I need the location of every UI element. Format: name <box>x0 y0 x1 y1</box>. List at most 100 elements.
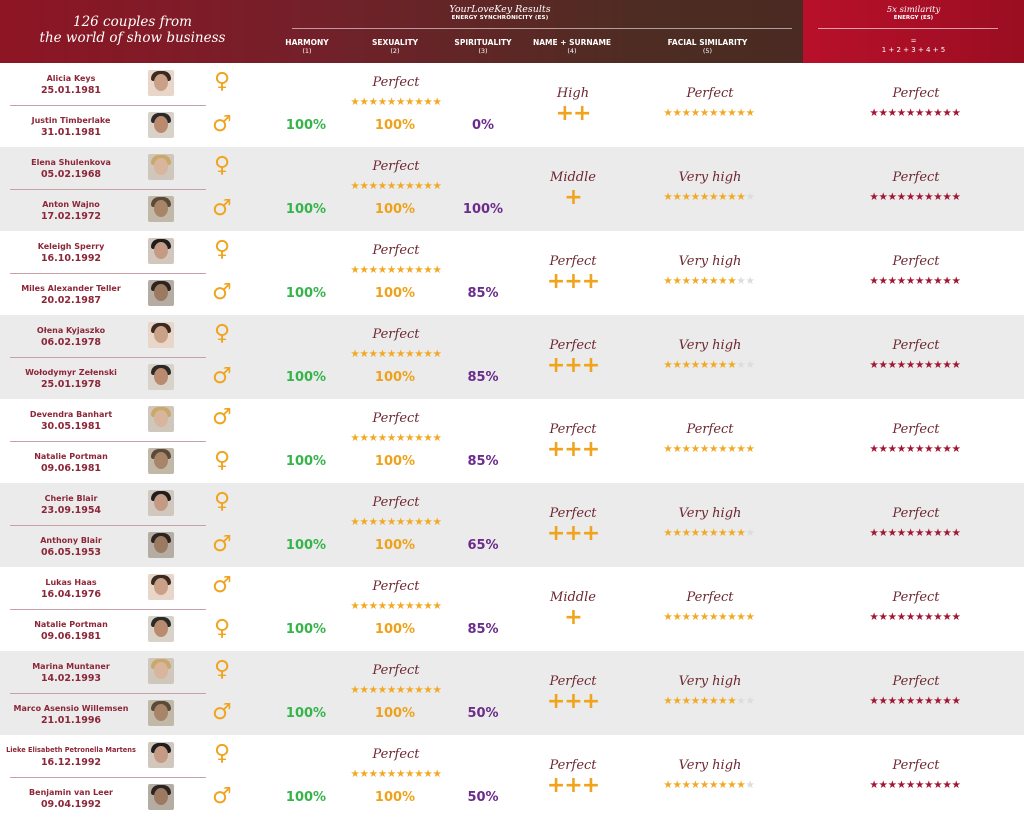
similarity-label: Perfect <box>892 422 940 437</box>
star-filled-icon: ★ <box>368 180 378 192</box>
star-filled-icon: ★ <box>681 611 691 623</box>
star-empty-icon: ★ <box>745 779 755 791</box>
couple-row: Devendra Banhart 30.05.1981 ♂ Natalie Portm… <box>0 399 1024 483</box>
page-title-line1: 126 couples from <box>73 14 192 30</box>
couple-divider <box>10 189 206 190</box>
star-filled-icon: ★ <box>951 107 961 119</box>
name-surname-plus: +++ <box>546 437 600 462</box>
photo-face <box>154 284 168 301</box>
name-surname-label: Perfect <box>549 758 597 773</box>
person-photo <box>148 280 174 306</box>
photo-face <box>154 326 168 343</box>
sexuality-percent: 100% <box>374 370 416 385</box>
person-name: Miles Alexander Teller <box>21 284 121 293</box>
star-filled-icon: ★ <box>690 107 700 119</box>
photo-face <box>154 620 168 637</box>
female-symbol-icon: ♀ <box>213 448 231 473</box>
star-filled-icon: ★ <box>432 264 442 276</box>
star-filled-icon: ★ <box>905 695 915 707</box>
name-surname-plus: +++ <box>546 353 600 378</box>
star-filled-icon: ★ <box>709 527 719 539</box>
star-filled-icon: ★ <box>396 768 406 780</box>
photo-face <box>154 368 168 385</box>
star-filled-icon: ★ <box>942 443 952 455</box>
star-filled-icon: ★ <box>405 96 415 108</box>
star-filled-icon: ★ <box>718 107 728 119</box>
star-filled-icon: ★ <box>709 275 719 287</box>
photo-face <box>154 410 168 427</box>
star-filled-icon: ★ <box>718 611 728 623</box>
star-filled-icon: ★ <box>672 107 682 119</box>
similarity-label: Perfect <box>892 338 940 353</box>
facial-similarity-label: Very high <box>678 170 742 185</box>
name-surname-label: Perfect <box>549 674 597 689</box>
star-filled-icon: ★ <box>690 443 700 455</box>
person-photo <box>148 112 174 138</box>
star-filled-icon: ★ <box>423 96 433 108</box>
person-name: Justin Timberlake <box>31 116 111 125</box>
table-header: 126 couples from the world of show busin… <box>0 0 1024 63</box>
person-birthdate: 31.01.1981 <box>40 127 102 138</box>
photo-face <box>154 704 168 721</box>
person-photo <box>148 406 174 432</box>
couple-divider <box>10 777 206 778</box>
star-empty-icon: ★ <box>736 695 746 707</box>
similarity-label: Perfect <box>892 506 940 521</box>
person-photo <box>148 658 174 684</box>
star-filled-icon: ★ <box>915 779 925 791</box>
star-empty-icon: ★ <box>736 275 746 287</box>
star-filled-icon: ★ <box>368 600 378 612</box>
star-filled-icon: ★ <box>942 611 952 623</box>
star-filled-icon: ★ <box>736 191 746 203</box>
couple-row: Alicia Keys 25.01.1981 ♀ Justin Timberlake 3… <box>0 63 1024 147</box>
star-filled-icon: ★ <box>386 180 396 192</box>
facial-similarity-label: Very high <box>678 506 742 521</box>
harmony-percent: 100% <box>285 118 327 133</box>
star-filled-icon: ★ <box>869 443 879 455</box>
name-surname-plus: +++ <box>546 773 600 798</box>
star-filled-icon: ★ <box>396 96 406 108</box>
star-filled-icon: ★ <box>942 695 952 707</box>
star-filled-icon: ★ <box>942 527 952 539</box>
star-filled-icon: ★ <box>350 516 360 528</box>
star-filled-icon: ★ <box>350 684 360 696</box>
star-filled-icon: ★ <box>933 275 943 287</box>
es-rating-stars: ★★★★★★★★★★ <box>326 516 466 528</box>
star-filled-icon: ★ <box>350 600 360 612</box>
spirituality-percent: 50% <box>467 706 499 721</box>
star-filled-icon: ★ <box>896 695 906 707</box>
star-filled-icon: ★ <box>672 443 682 455</box>
star-filled-icon: ★ <box>887 359 897 371</box>
person-photo <box>148 70 174 96</box>
harmony-percent: 100% <box>285 454 327 469</box>
facial-similarity-label: Very high <box>678 758 742 773</box>
star-filled-icon: ★ <box>745 107 755 119</box>
star-filled-icon: ★ <box>432 516 442 528</box>
star-filled-icon: ★ <box>869 191 879 203</box>
star-empty-icon: ★ <box>736 359 746 371</box>
es-rating-stars: ★★★★★★★★★★ <box>326 264 466 276</box>
star-filled-icon: ★ <box>672 359 682 371</box>
star-filled-icon: ★ <box>905 191 915 203</box>
column-header-harmony: HARMONY (1) <box>285 38 329 55</box>
star-filled-icon: ★ <box>663 191 673 203</box>
star-filled-icon: ★ <box>359 600 369 612</box>
photo-face <box>154 536 168 553</box>
star-filled-icon: ★ <box>414 768 424 780</box>
star-filled-icon: ★ <box>368 96 378 108</box>
couples-table: Alicia Keys 25.01.1981 ♀ Justin Timberlake 3… <box>0 63 1024 820</box>
similarity-label: Perfect <box>892 674 940 689</box>
star-filled-icon: ★ <box>681 107 691 119</box>
star-filled-icon: ★ <box>915 359 925 371</box>
star-filled-icon: ★ <box>745 611 755 623</box>
star-filled-icon: ★ <box>736 443 746 455</box>
person-photo <box>148 196 174 222</box>
star-filled-icon: ★ <box>718 443 728 455</box>
photo-face <box>154 74 168 91</box>
couple-divider <box>10 105 206 106</box>
person-birthdate: 21.01.1996 <box>40 715 102 726</box>
person-birthdate: 14.02.1993 <box>40 673 102 684</box>
person-birthdate: 06.05.1953 <box>40 547 102 558</box>
star-filled-icon: ★ <box>942 191 952 203</box>
person-birthdate: 25.01.1981 <box>40 85 102 96</box>
